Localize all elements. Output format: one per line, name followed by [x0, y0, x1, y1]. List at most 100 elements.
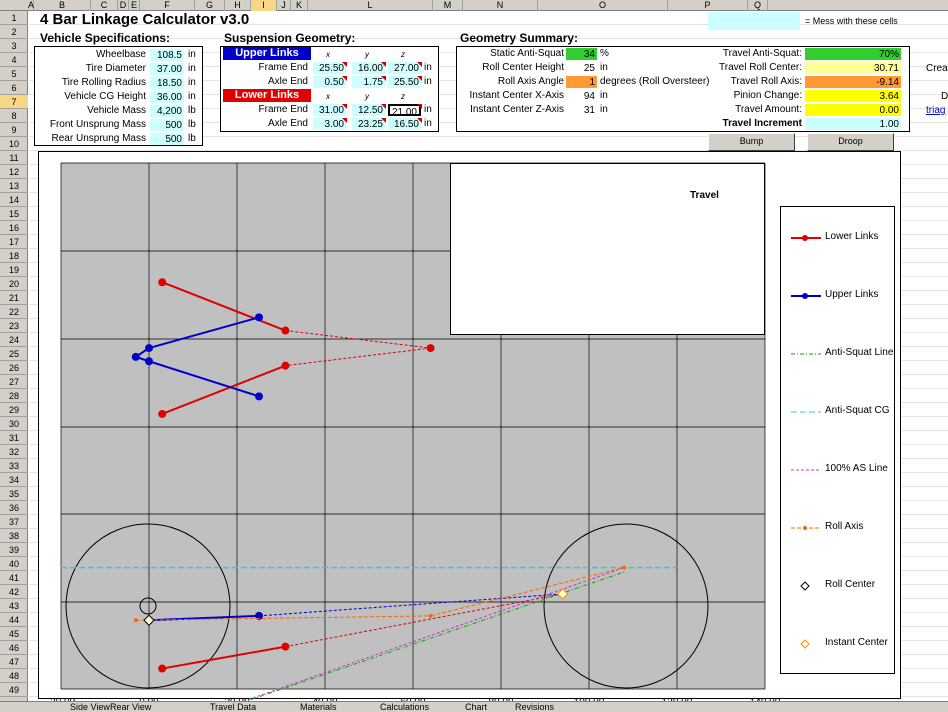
column-header[interactable]: F [140, 0, 195, 11]
suspension-y-input[interactable]: 1.75 [352, 76, 385, 88]
row-header[interactable]: 41 [0, 571, 28, 585]
row-header[interactable]: 49 [0, 683, 28, 697]
data-point [145, 344, 153, 353]
row-header[interactable]: 32 [0, 445, 28, 459]
row-header[interactable]: 25 [0, 347, 28, 361]
row-header[interactable]: 15 [0, 207, 28, 221]
suspension-z-input[interactable]: 16.50 [388, 118, 421, 130]
row-header[interactable]: 5 [0, 67, 28, 81]
bump-button[interactable]: Bump [708, 133, 795, 151]
sheet-tab[interactable]: Side View [70, 702, 110, 712]
row-header[interactable]: 1 [0, 11, 28, 25]
suspension-x-input[interactable]: 0.50 [313, 76, 346, 88]
column-header[interactable]: G [195, 0, 225, 11]
row-header[interactable]: 39 [0, 543, 28, 557]
row-header[interactable]: 38 [0, 529, 28, 543]
travel-value[interactable]: 1.00 [805, 118, 901, 130]
row-header[interactable]: 8 [0, 109, 28, 123]
row-header[interactable]: 46 [0, 641, 28, 655]
suspension-z-input[interactable]: 21.00 [388, 104, 421, 118]
column-header[interactable]: O [538, 0, 668, 11]
column-header[interactable]: M [433, 0, 463, 11]
row-header[interactable]: 4 [0, 53, 28, 67]
row-header[interactable]: 20 [0, 277, 28, 291]
column-header[interactable]: D [118, 0, 129, 11]
sheet-tab[interactable]: Materials [300, 702, 337, 712]
row-header[interactable]: 44 [0, 613, 28, 627]
row-header[interactable]: 2 [0, 25, 28, 39]
row-header[interactable]: 11 [0, 151, 28, 165]
row-header[interactable]: 40 [0, 557, 28, 571]
vehicle-spec-value[interactable]: 18.50 [150, 77, 184, 89]
row-header[interactable]: 12 [0, 165, 28, 179]
column-header[interactable]: H [225, 0, 251, 11]
row-header[interactable]: 24 [0, 333, 28, 347]
row-header[interactable]: 13 [0, 179, 28, 193]
suspension-y-input[interactable]: 12.50 [352, 104, 385, 116]
row-header[interactable]: 27 [0, 375, 28, 389]
suspension-z-input[interactable]: 25.50 [388, 76, 421, 88]
row-header[interactable]: 10 [0, 137, 28, 151]
row-header[interactable]: 33 [0, 459, 28, 473]
row-header[interactable]: 14 [0, 193, 28, 207]
row-header[interactable]: 31 [0, 431, 28, 445]
sheet-tab[interactable]: Rear View [110, 702, 152, 712]
droop-button[interactable]: Droop [807, 133, 894, 151]
column-header[interactable]: Q [748, 0, 768, 11]
row-header[interactable]: 21 [0, 291, 28, 305]
row-header[interactable]: 45 [0, 627, 28, 641]
row-header[interactable]: 19 [0, 263, 28, 277]
row-header[interactable]: 34 [0, 473, 28, 487]
row-header[interactable]: 30 [0, 417, 28, 431]
row-header[interactable]: 9 [0, 123, 28, 137]
row-header[interactable]: 29 [0, 403, 28, 417]
side-link[interactable]: triag [926, 105, 946, 116]
column-header[interactable]: C [91, 0, 118, 11]
inset-chart-frame[interactable] [450, 163, 765, 335]
column-header[interactable]: A [28, 0, 35, 11]
vehicle-spec-value[interactable]: 500 [150, 119, 184, 131]
suspension-x-input[interactable]: 31.00 [313, 104, 346, 116]
suspension-x-input[interactable]: 25.50 [313, 62, 346, 74]
suspension-x-input[interactable]: 3.00 [313, 118, 346, 130]
vehicle-spec-value[interactable]: 108.5 [150, 49, 184, 61]
vehicle-spec-value[interactable]: 4,200 [150, 105, 184, 117]
suspension-unit: in [424, 104, 432, 115]
column-header[interactable]: L [308, 0, 433, 11]
suspension-y-input[interactable]: 16.00 [352, 62, 385, 74]
row-header[interactable]: 3 [0, 39, 28, 53]
row-header[interactable]: 36 [0, 501, 28, 515]
column-header[interactable]: P [668, 0, 748, 11]
row-header[interactable]: 23 [0, 319, 28, 333]
sheet-tab[interactable]: Chart [465, 702, 488, 712]
column-header[interactable]: J [277, 0, 291, 11]
row-header[interactable]: 42 [0, 585, 28, 599]
row-header[interactable]: 28 [0, 389, 28, 403]
row-header[interactable]: 35 [0, 487, 28, 501]
row-header[interactable]: 16 [0, 221, 28, 235]
row-header[interactable]: 48 [0, 669, 28, 683]
column-header[interactable]: K [291, 0, 308, 11]
sheet-tab[interactable]: Calculations [380, 702, 430, 712]
vehicle-spec-value[interactable]: 500 [150, 133, 184, 145]
column-header[interactable]: N [463, 0, 538, 11]
column-header[interactable]: E [129, 0, 140, 11]
row-header[interactable]: 22 [0, 305, 28, 319]
column-header[interactable]: I [251, 0, 277, 11]
vehicle-spec-value[interactable]: 36.00 [150, 91, 184, 103]
sheet-tab[interactable]: Revisions [515, 702, 555, 712]
suspension-z-input[interactable]: 27.00 [388, 62, 421, 74]
vehicle-spec-value[interactable]: 37.00 [150, 63, 184, 75]
sheet-tab[interactable]: Travel Data [210, 702, 257, 712]
suspension-y-input[interactable]: 23.25 [352, 118, 385, 130]
column-header[interactable]: B [34, 0, 91, 11]
row-header[interactable]: 6 [0, 81, 28, 95]
row-header[interactable]: 37 [0, 515, 28, 529]
row-header[interactable]: 47 [0, 655, 28, 669]
row-header[interactable]: 18 [0, 249, 28, 263]
row-header[interactable]: 7 [0, 95, 28, 109]
row-header[interactable]: 17 [0, 235, 28, 249]
row-header[interactable]: 26 [0, 361, 28, 375]
row-header[interactable]: 43 [0, 599, 28, 613]
comment-marker [342, 62, 347, 67]
